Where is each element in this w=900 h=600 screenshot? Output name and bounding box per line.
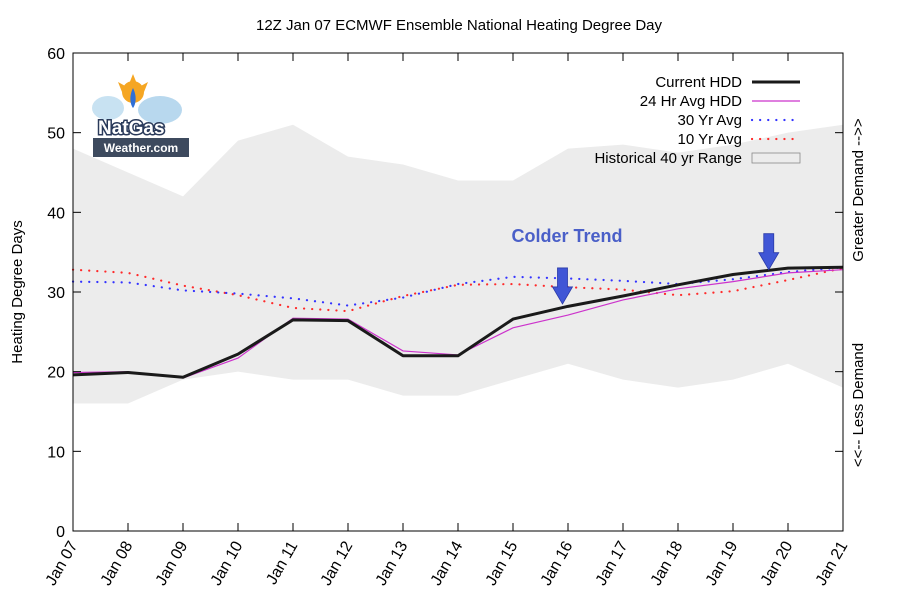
chart-title: 12Z Jan 07 ECMWF Ensemble National Heati… <box>256 17 663 34</box>
x-tick-label: Jan 12 <box>318 538 357 588</box>
legend-label: Current HDD <box>655 74 742 91</box>
x-tick-label: Jan 11 <box>263 538 301 587</box>
x-tick-label: Jan 17 <box>593 538 632 588</box>
historical-range-layer <box>73 124 843 404</box>
annotation-layer: Colder Trend <box>511 226 780 305</box>
y-tick-label: 50 <box>47 126 65 143</box>
y-tick-label: 40 <box>47 205 65 222</box>
logo-natgas: NatGas <box>98 118 165 139</box>
x-tick-label: Jan 15 <box>483 538 522 588</box>
x-tick-label: Jan 20 <box>758 538 797 588</box>
x-tick-label: Jan 21 <box>813 538 852 588</box>
right-label-less-demand: <<-- Less Demand <box>850 343 867 467</box>
legend-label: 24 Hr Avg HDD <box>640 93 742 110</box>
y-axis-label: Heating Degree Days <box>9 220 26 363</box>
right-label-greater-demand: Greater Demand -->> <box>850 118 867 262</box>
y-tick-label: 20 <box>47 365 65 382</box>
y-tick-label: 10 <box>47 444 65 461</box>
x-tick-label: Jan 13 <box>373 538 412 588</box>
colder-trend-annotation: Colder Trend <box>511 226 622 246</box>
y-tick-label: 60 <box>47 46 65 63</box>
10-yr-avg-line <box>71 267 845 313</box>
30-yr-avg-line <box>71 266 845 307</box>
historical-range-band <box>73 124 843 404</box>
x-tick-label: Jan 16 <box>538 538 577 588</box>
flame-icon <box>130 88 136 108</box>
x-tick-label: Jan 19 <box>703 538 742 588</box>
down-arrow-icon <box>758 233 780 271</box>
x-tick-label: Jan 18 <box>648 538 687 588</box>
current-hdd-line <box>72 265 844 379</box>
x-tick-label: Jan 08 <box>98 538 137 588</box>
y-tick-label: 0 <box>56 524 65 541</box>
legend: Current HDD 24 Hr Avg HDD 30 Yr Avg 10 Yr A… <box>594 74 802 167</box>
legend-label: Historical 40 yr Range <box>594 150 742 167</box>
down-arrow-icon <box>551 267 574 305</box>
y-tick-label: 30 <box>47 285 65 302</box>
natgas-weather-logo: NatGas Weather.com <box>92 74 189 157</box>
legend-label: 10 Yr Avg <box>678 131 743 148</box>
x-tick-label: Jan 10 <box>208 538 247 588</box>
x-tick-label: Jan 07 <box>43 538 82 588</box>
y-ticks: 0 10 20 30 40 50 60 <box>47 46 843 541</box>
x-tick-label: Jan 09 <box>153 538 192 588</box>
series-layer <box>71 265 845 379</box>
cloud-icon <box>92 96 182 124</box>
legend-swatch <box>751 152 801 164</box>
legend-label: 30 Yr Avg <box>678 112 743 129</box>
logo-weather-com: Weather.com <box>104 141 178 155</box>
logo-banner <box>93 138 189 157</box>
x-tick-label: Jan 14 <box>428 538 467 588</box>
